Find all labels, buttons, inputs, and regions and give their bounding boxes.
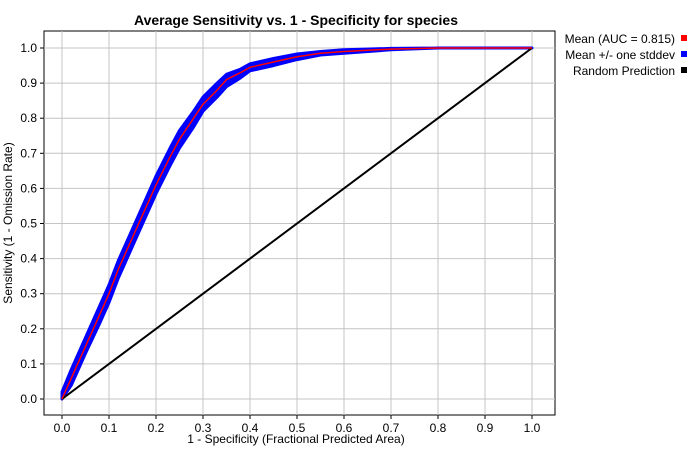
legend-item-mean-label: Mean (AUC = 0.815) <box>565 32 675 46</box>
y-tick-label: 0.6 <box>20 181 37 195</box>
y-tick-label: 0.3 <box>20 287 37 301</box>
axis-ticks: 0.0 0.1 0.2 0.3 0.4 0.5 0.6 0.7 0.8 0.9 1.0 0.0 0.1 0… <box>20 41 540 435</box>
x-tick-label: 0.3 <box>195 421 212 435</box>
legend-item-random-swatch <box>681 67 687 73</box>
mean-line <box>61 47 532 400</box>
x-tick-label: 0.1 <box>101 421 118 435</box>
x-tick-label: 0.5 <box>289 421 306 435</box>
x-axis-title: 1 - Specificity (Fractional Predicted Ar… <box>187 432 404 446</box>
y-tick-label: 0.8 <box>20 111 37 125</box>
legend-item-random-label: Random Prediction <box>573 64 675 78</box>
y-tick-label: 0.0 <box>20 392 37 406</box>
x-tick-label: 0.9 <box>477 421 494 435</box>
y-tick-label: 0.1 <box>20 357 37 371</box>
x-tick-label: 0.0 <box>54 421 71 435</box>
x-tick-label: 0.2 <box>148 421 165 435</box>
y-tick-label: 0.4 <box>20 252 37 266</box>
x-tick-label: 0.6 <box>336 421 353 435</box>
y-tick-label: 0.5 <box>20 217 37 231</box>
grid-lines <box>44 31 555 415</box>
series-lines <box>61 47 533 400</box>
x-tick-label: 0.7 <box>383 421 400 435</box>
x-tick-label: 1.0 <box>524 421 541 435</box>
legend: Mean (AUC = 0.815) Mean +/- one stddev Ran… <box>565 32 687 78</box>
y-tick-label: 1.0 <box>20 41 37 55</box>
x-tick-label: 0.4 <box>242 421 259 435</box>
y-tick-label: 0.2 <box>20 322 37 336</box>
x-tick-label: 0.8 <box>430 421 447 435</box>
y-tick-label: 0.7 <box>20 146 37 160</box>
y-axis-title: Sensitivity (1 - Omission Rate) <box>1 142 15 303</box>
legend-item-stddev-label: Mean +/- one stddev <box>565 48 675 62</box>
legend-item-mean-swatch <box>681 35 687 41</box>
random-prediction-line <box>61 47 533 400</box>
legend-item-stddev-swatch <box>681 51 687 57</box>
y-tick-label: 0.9 <box>20 76 37 90</box>
chart-title: Average Sensitivity vs. 1 - Specificity … <box>134 12 458 28</box>
